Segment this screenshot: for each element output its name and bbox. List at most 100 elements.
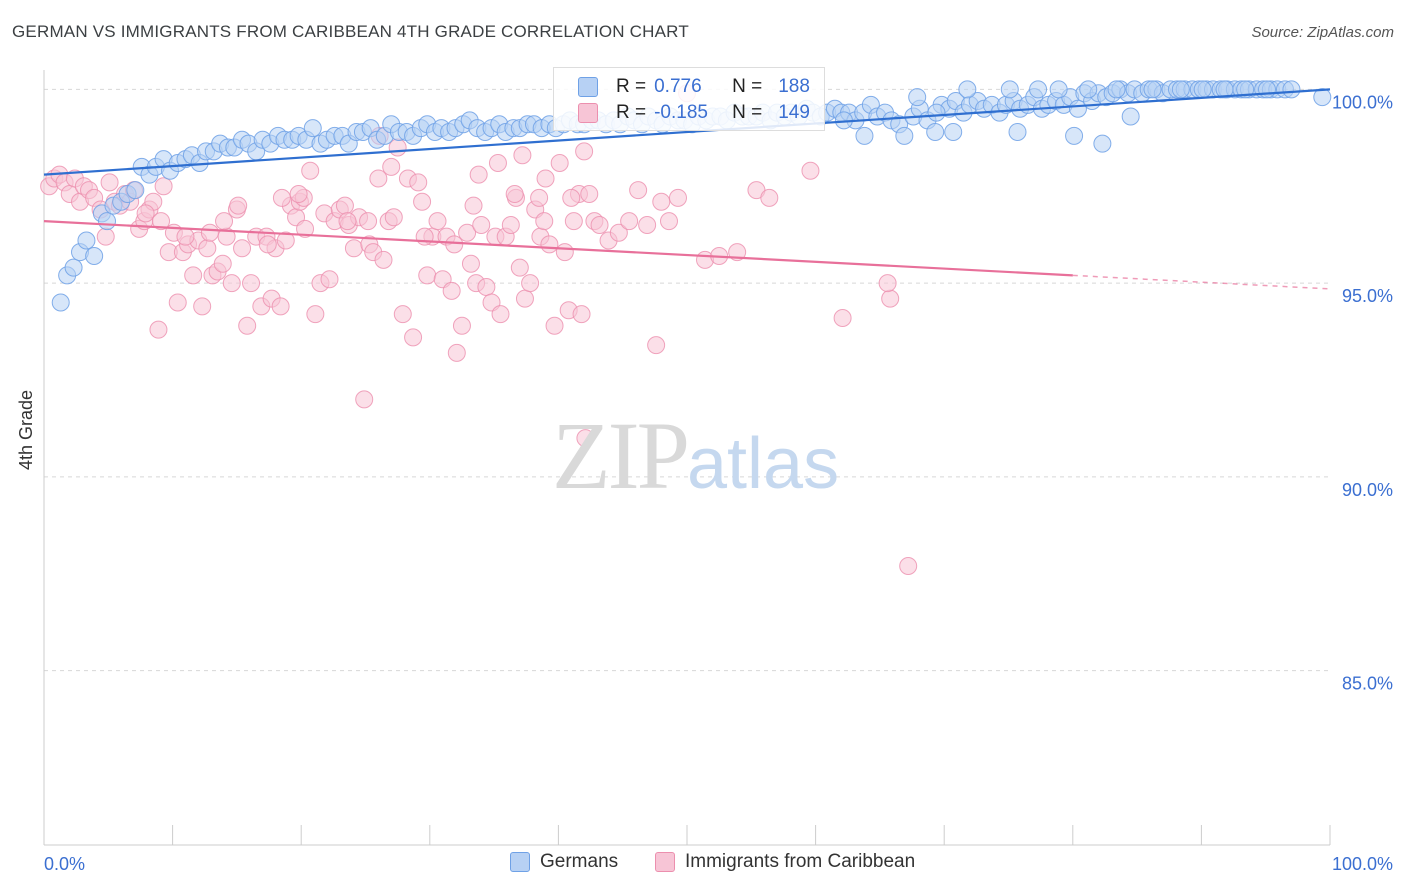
grid-lines [44, 88, 1330, 672]
caribbean-swatch [578, 103, 598, 123]
caribbean-point [154, 177, 173, 196]
germans-point [908, 88, 927, 107]
caribbean-point [447, 343, 466, 362]
caribbean-point [580, 185, 599, 203]
germans-point [926, 123, 945, 141]
caribbean-point [505, 185, 524, 203]
germans-point [51, 293, 70, 312]
caribbean-point [445, 235, 464, 254]
watermark-zip: ZIP [552, 402, 690, 509]
caribbean-point [469, 165, 488, 184]
caribbean-point [564, 212, 583, 231]
germans-swatch [578, 77, 598, 97]
germans-point [1215, 80, 1234, 99]
germans-point [1093, 134, 1112, 153]
legend-label: Germans [540, 851, 619, 872]
germans-point [98, 212, 117, 231]
germans-point [1008, 123, 1027, 141]
caribbean-point [576, 429, 595, 448]
caribbean-point [306, 305, 325, 324]
n-label: N = [732, 102, 763, 123]
caribbean-point [442, 281, 461, 300]
germans-point [1065, 126, 1084, 145]
watermark: ZIPatlas [552, 400, 839, 511]
germans-point [1257, 80, 1276, 99]
caribbean-point [198, 239, 217, 258]
n-value: 188 [778, 76, 810, 97]
caribbean-point [272, 188, 291, 207]
caribbean-point [833, 309, 852, 327]
caribbean-point [536, 169, 555, 188]
caribbean-point [176, 227, 195, 246]
caribbean-point [659, 212, 678, 231]
caribbean-point [238, 316, 257, 335]
germans-point [958, 80, 977, 99]
r-label: R = [616, 102, 647, 123]
caribbean-point [501, 216, 520, 234]
caribbean-point [609, 223, 628, 242]
caribbean-point [215, 212, 234, 231]
germans-point [1068, 99, 1087, 118]
caribbean-point [136, 204, 155, 223]
r-value: -0.185 [654, 102, 708, 123]
caribbean-point [461, 254, 480, 273]
caribbean-point [359, 212, 378, 231]
germans-point [1171, 80, 1190, 99]
germans-point [64, 258, 83, 277]
caribbean-point [344, 239, 363, 258]
caribbean-point [647, 336, 666, 355]
germans-point [1107, 80, 1126, 99]
germans-point [855, 126, 874, 145]
legend-item-caribbean: Immigrants from Caribbean [655, 851, 915, 873]
caribbean-point [296, 219, 315, 238]
caribbean-point [369, 169, 388, 188]
caribbean-point [472, 216, 491, 234]
caribbean-swatch [655, 852, 675, 872]
y-tick-label: 85.0% [1342, 674, 1393, 694]
caribbean-point [320, 270, 339, 289]
caribbean-point [222, 274, 241, 293]
caribbean-point [276, 231, 295, 250]
germans-trend-line [43, 88, 1331, 176]
caribbean-point [881, 289, 900, 308]
germans-point [944, 123, 963, 141]
caribbean-trend-extension [1072, 274, 1331, 290]
source-label: Source: ZipAtlas.com [1251, 24, 1394, 41]
caribbean-point [382, 157, 401, 176]
germans-point [1282, 80, 1301, 99]
germans-point [927, 103, 946, 122]
caribbean-point [289, 185, 308, 203]
r-label: R = [616, 76, 647, 97]
germans-point [85, 247, 104, 265]
caribbean-point [562, 188, 581, 207]
germans-point [303, 119, 322, 138]
germans-point [1049, 80, 1068, 99]
germans-point [895, 126, 914, 145]
caribbean-point [149, 320, 168, 339]
germans-point [1143, 80, 1162, 99]
caribbean-point [452, 316, 471, 335]
caribbean-point [620, 212, 639, 231]
caribbean-point [513, 146, 532, 165]
caribbean-point [271, 297, 290, 316]
legend-label: Immigrants from Caribbean [685, 851, 916, 872]
caribbean-point [100, 173, 119, 192]
caribbean-point [464, 196, 483, 215]
chart-title: GERMAN VS IMMIGRANTS FROM CARIBBEAN 4TH … [12, 22, 689, 41]
caribbean-point [899, 557, 918, 575]
caribbean-point [458, 223, 477, 242]
caribbean-point [590, 216, 609, 234]
trend-lines [43, 88, 1331, 290]
caribbean-point [96, 227, 115, 246]
x-tick-label: 0.0% [44, 854, 85, 874]
caribbean-point [545, 316, 564, 335]
caribbean-point [515, 289, 534, 308]
caribbean-point [629, 181, 648, 200]
r-value: 0.776 [654, 76, 702, 97]
caribbean-point [335, 196, 354, 215]
caribbean-point [184, 266, 203, 285]
germans-point [1079, 80, 1098, 99]
caribbean-point [760, 188, 779, 207]
caribbean-point [550, 154, 569, 172]
